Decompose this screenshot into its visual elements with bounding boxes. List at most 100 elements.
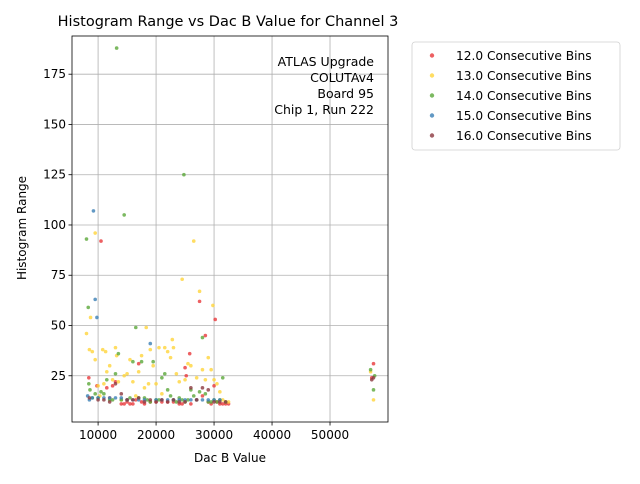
data-point [96,398,100,402]
data-point [93,231,97,235]
data-point [91,209,96,213]
data-point [139,359,144,364]
data-point [197,289,202,294]
data-point [189,363,193,368]
data-point [110,384,115,388]
data-point [107,400,112,404]
data-point [206,388,211,392]
data-point [213,317,218,322]
data-point [131,398,135,402]
data-point [182,172,186,177]
data-point [113,396,118,400]
data-point [95,315,99,320]
y-tick-label: 125 [43,168,66,182]
data-point [114,46,119,50]
data-point [226,400,231,404]
annotation-line: Board 95 [317,86,374,101]
data-point [102,382,106,386]
data-point [107,363,112,368]
x-tick-label: 50000 [311,428,349,442]
data-point [133,325,138,330]
data-point [128,396,132,400]
data-point [189,402,193,406]
data-point [157,345,161,350]
data-point [162,345,167,350]
data-point [104,386,109,390]
data-point [113,382,118,386]
data-point [200,386,205,390]
data-point [102,398,106,402]
data-point [93,357,97,362]
data-point [165,388,170,392]
data-point [203,392,208,396]
data-point [218,390,222,394]
data-point [194,398,199,402]
data-point [133,398,138,402]
data-point [203,333,208,338]
data-point [148,398,153,402]
data-point [206,355,211,360]
data-point [136,361,141,366]
x-tick-label: 20000 [137,428,175,442]
data-point [142,386,147,390]
legend-marker [429,53,435,58]
series-1 [87,239,376,406]
data-point [194,375,199,380]
data-point [148,341,153,346]
data-point [154,400,158,404]
data-point [168,355,173,360]
data-point [165,400,170,404]
y-tick-label: 100 [43,218,66,232]
legend-label: 16.0 Consecutive Bins [456,129,592,143]
annotation-line: ATLAS Upgrade [278,54,375,69]
data-point [110,398,115,402]
data-point [116,351,121,356]
data-point [144,325,149,330]
data-point [371,388,376,392]
legend-label: 14.0 Consecutive Bins [456,89,592,103]
data-point [211,303,215,308]
data-point [99,390,103,394]
data-point [171,398,176,402]
data-point [186,398,190,402]
data-point [87,396,92,400]
data-point [183,365,187,370]
data-point [84,237,89,241]
legend-marker [429,133,435,138]
legend-label: 12.0 Consecutive Bins [456,49,592,63]
data-point [165,349,170,354]
data-point [209,400,213,404]
data-point [125,398,129,402]
data-point [371,361,376,366]
data-point [220,402,225,406]
data-point [104,377,109,382]
data-point [157,398,161,402]
data-point [162,371,167,376]
data-point [139,400,144,404]
data-point [197,390,202,394]
data-point [215,382,219,386]
data-point [142,400,147,404]
data-point [371,375,376,380]
y-tick-label: 25 [51,369,66,383]
data-point [191,239,196,243]
annotation-line: COLUTAv4 [310,70,374,85]
y-axis-label: Histogram Range [15,176,29,280]
legend-marker [429,113,435,118]
y-tick-label: 175 [43,67,66,81]
legend: 12.0 Consecutive Bins 13.0 Consecutive Bi… [411,41,621,151]
x-tick-label: 40000 [253,428,291,442]
data-point [131,379,135,384]
y-tick-label: 75 [51,268,66,282]
data-point [119,396,124,400]
data-point [180,277,184,282]
data-point [151,363,155,368]
data-point [136,396,141,400]
data-point [113,371,118,376]
x-tick-label: 30000 [195,428,233,442]
data-point [84,331,89,336]
data-point [180,402,184,406]
series-5 [87,375,376,404]
